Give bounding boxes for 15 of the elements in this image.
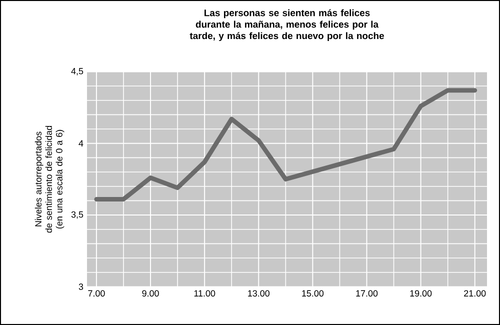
line-series (94, 88, 478, 202)
chart-title: Las personas se sienten más felices durante la mañana, menos felices por la tarde, y más felices de nuevo por la noche (190, 9, 384, 42)
y-tick-label: 4,5 (71, 68, 84, 76)
y-tick-label: 3 (78, 284, 84, 290)
x-tick-label: 19.00 (410, 290, 432, 297)
y-tick-label: 4 (78, 140, 84, 146)
x-tick-label: 7.00 (88, 290, 105, 297)
y-axis-title: Niveles autorreportados de sentimiento de felicidad (en una escala de 0 a 6) (34, 126, 64, 233)
x-tick-label: 9.00 (142, 290, 159, 297)
x-tick-label: 21.00 (464, 290, 486, 297)
y-tick-label: 3,5 (71, 211, 84, 219)
x-tick-label: 11.00 (194, 290, 216, 297)
x-tick-label: 15.00 (302, 290, 324, 297)
x-tick-label: 17.00 (356, 290, 378, 297)
x-tick-label: 13.00 (248, 290, 270, 297)
